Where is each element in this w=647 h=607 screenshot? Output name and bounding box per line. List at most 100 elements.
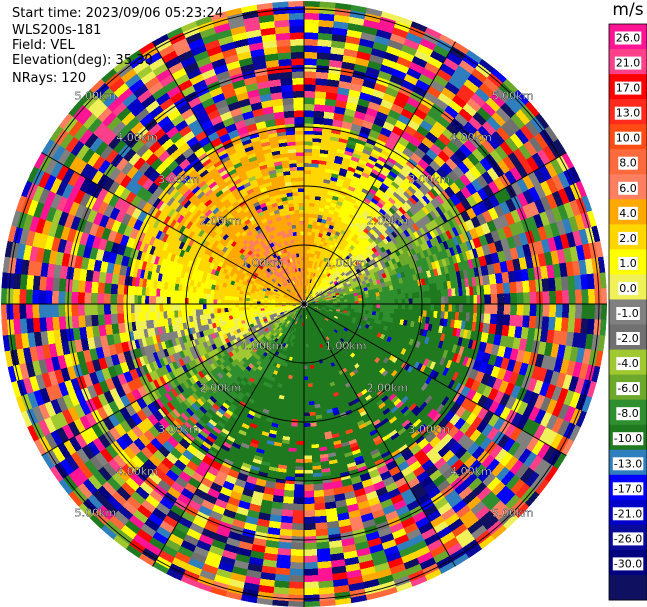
velocity-gate xyxy=(432,331,439,340)
velocity-gate xyxy=(294,469,304,474)
velocity-gate xyxy=(389,289,394,296)
velocity-gate xyxy=(361,365,368,372)
velocity-gate xyxy=(336,331,341,336)
velocity-gate xyxy=(314,199,321,205)
velocity-gate xyxy=(315,78,329,86)
velocity-gate xyxy=(331,340,336,346)
velocity-gate xyxy=(316,283,321,287)
velocity-gate xyxy=(323,329,327,334)
velocity-gate xyxy=(479,436,493,451)
velocity-gate xyxy=(478,234,489,247)
velocity-gate xyxy=(354,458,365,466)
velocity-gate xyxy=(323,376,329,381)
velocity-gate xyxy=(497,304,504,315)
velocity-gate xyxy=(368,255,374,261)
velocity-gate xyxy=(457,279,462,289)
velocity-gate xyxy=(465,544,483,559)
velocity-gate xyxy=(463,139,478,154)
velocity-gate xyxy=(405,209,414,218)
velocity-gate xyxy=(313,254,318,259)
velocity-gate xyxy=(313,396,320,402)
velocity-gate xyxy=(329,317,334,321)
velocity-gate xyxy=(447,170,460,183)
velocity-gate xyxy=(308,401,315,406)
velocity-gate xyxy=(322,305,326,308)
velocity-gate xyxy=(421,316,427,324)
velocity-gate xyxy=(311,375,316,380)
velocity-gate xyxy=(362,79,377,90)
velocity-gate xyxy=(304,6,321,14)
velocity-gate xyxy=(351,426,360,433)
velocity-gate xyxy=(343,306,348,309)
velocity-gate xyxy=(451,296,456,305)
velocity-gate xyxy=(387,403,396,411)
velocity-gate xyxy=(361,413,369,420)
velocity-gate xyxy=(315,281,318,286)
velocity-gate xyxy=(349,260,355,266)
velocity-gate xyxy=(304,307,306,312)
velocity-gate xyxy=(287,403,294,409)
velocity-gate xyxy=(338,313,343,317)
velocity-gate xyxy=(523,451,538,468)
velocity-gate xyxy=(365,300,370,305)
velocity-field xyxy=(1,1,607,607)
velocity-gate xyxy=(468,249,475,260)
velocity-gate xyxy=(396,261,402,268)
velocity-gate xyxy=(344,428,354,435)
velocity-gate xyxy=(317,259,322,264)
velocity-gate xyxy=(339,381,346,387)
velocity-gate xyxy=(305,311,307,315)
velocity-gate xyxy=(363,210,371,217)
velocity-gate xyxy=(384,340,390,347)
velocity-gate xyxy=(405,275,411,283)
velocity-gate xyxy=(555,304,563,319)
velocity-gate xyxy=(363,276,369,281)
velocity-gate xyxy=(358,194,366,201)
velocity-gate xyxy=(314,250,319,255)
velocity-gate xyxy=(515,245,526,259)
velocity-gate xyxy=(299,379,304,384)
velocity-gate xyxy=(432,185,442,196)
velocity-gate xyxy=(287,451,297,456)
velocity-gate xyxy=(331,320,336,324)
velocity-gate xyxy=(419,349,426,358)
velocity-gate xyxy=(434,275,440,284)
velocity-gate xyxy=(383,295,388,301)
velocity-gate xyxy=(481,171,494,185)
velocity-gate xyxy=(392,284,397,291)
velocity-gate xyxy=(345,272,350,277)
velocity-gate xyxy=(304,177,311,182)
velocity-gate xyxy=(314,367,319,372)
velocity-gate xyxy=(403,125,417,137)
velocity-gate xyxy=(380,417,389,426)
velocity-gate xyxy=(483,313,491,325)
velocity-gate xyxy=(404,293,409,299)
velocity-gate xyxy=(329,396,336,402)
velocity-gate xyxy=(343,276,349,281)
velocity-gate xyxy=(441,376,449,386)
velocity-gate xyxy=(298,405,304,409)
velocity-gate xyxy=(439,357,446,367)
velocity-gate xyxy=(398,546,415,558)
velocity-gate xyxy=(306,306,310,310)
velocity-gate xyxy=(569,391,581,409)
velocity-gate xyxy=(321,288,326,293)
velocity-gate xyxy=(384,321,389,327)
velocity-gate xyxy=(500,122,516,138)
velocity-gate xyxy=(308,282,311,287)
velocity-gate xyxy=(306,289,308,294)
velocity-gate xyxy=(388,429,398,438)
velocity-gate xyxy=(304,263,307,268)
velocity-gate xyxy=(346,274,352,279)
velocity-gate xyxy=(441,202,450,212)
velocity-gate xyxy=(329,53,345,62)
velocity-gate xyxy=(544,383,556,400)
velocity-gate xyxy=(379,355,386,362)
velocity-gate xyxy=(350,236,357,243)
velocity-gate xyxy=(466,268,472,279)
velocity-gate xyxy=(315,282,320,287)
velocity-gate xyxy=(361,379,368,387)
velocity-gate xyxy=(393,289,398,295)
velocity-gate xyxy=(329,265,334,271)
velocity-gate xyxy=(491,131,506,146)
